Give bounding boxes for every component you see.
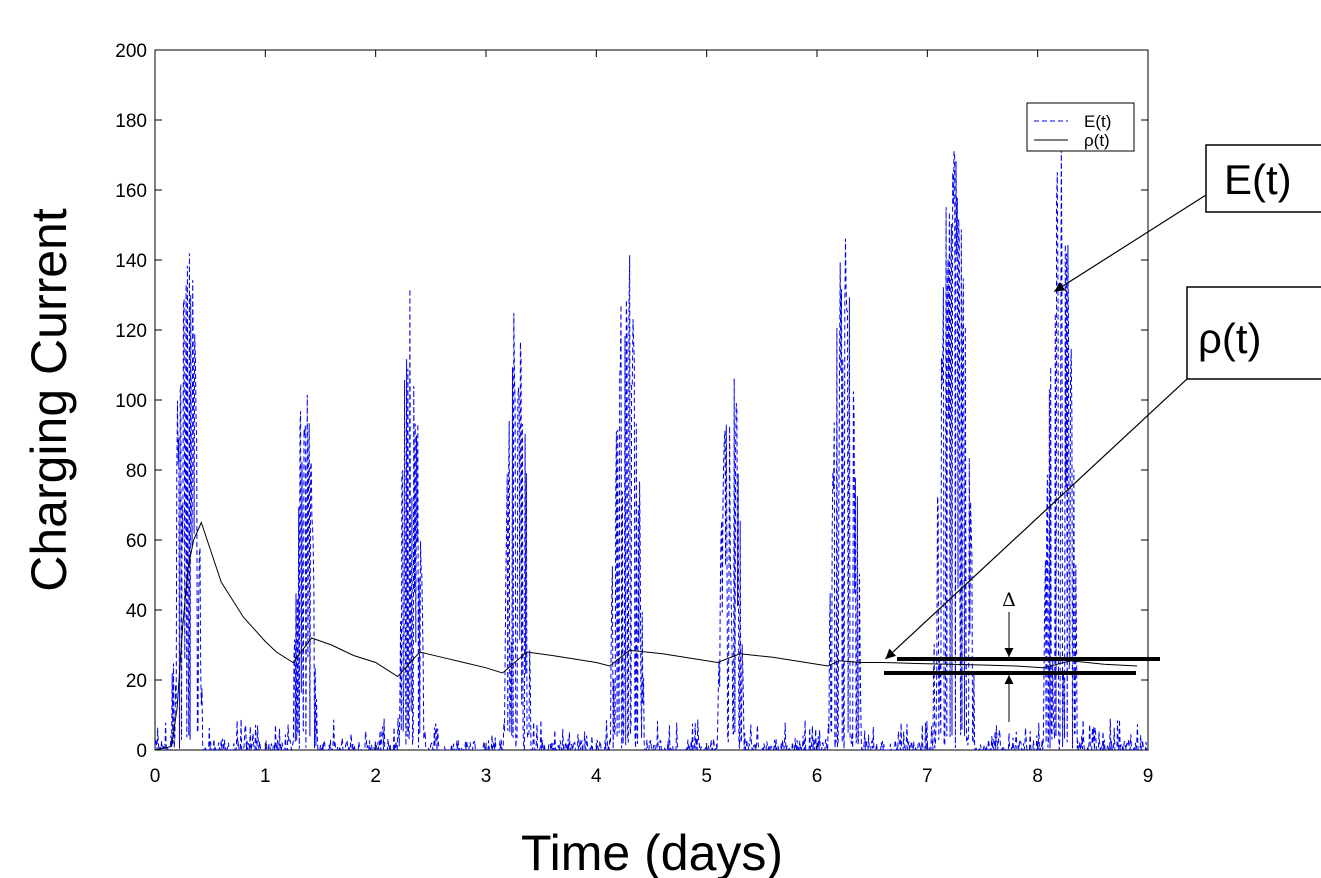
x-axis-title: Time (days) (521, 825, 783, 878)
y-tick-label: 100 (115, 391, 147, 412)
y-tick-label: 180 (115, 111, 147, 132)
y-tick-label: 80 (126, 461, 147, 482)
y-tick-label: 160 (115, 181, 147, 202)
callout-e-box (1205, 144, 1321, 213)
y-tick-label: 40 (126, 601, 147, 622)
y-axis-title: Charging Current (21, 208, 77, 592)
x-tick-label: 8 (1032, 766, 1043, 787)
y-tick-label: 20 (126, 671, 147, 692)
series-e-line (155, 145, 1148, 750)
legend-label-e: E(t) (1084, 112, 1111, 131)
series-rho-line (155, 521, 1138, 750)
x-tick-label: 0 (150, 766, 161, 787)
y-tick-label: 0 (136, 741, 147, 762)
y-tick-label: 60 (126, 531, 147, 552)
plot-area (154, 49, 1149, 751)
y-tick-label: 140 (115, 251, 147, 272)
x-tick-labels: 0 1 2 3 4 5 6 7 8 9 (150, 766, 1154, 787)
x-tick-label: 7 (922, 766, 933, 787)
legend-label-rho: ρ(t) (1084, 131, 1110, 150)
x-tick-label: 4 (591, 766, 602, 787)
x-tick-label: 3 (481, 766, 492, 787)
callout-e-arrow (1053, 194, 1207, 293)
y-tick-labels: 0 20 40 60 80 100 120 140 160 180 200 (115, 41, 147, 762)
y-tick-label: 120 (115, 321, 147, 342)
callout-rho-arrow (884, 378, 1188, 660)
x-tick-label: 6 (812, 766, 823, 787)
delta-indicator: Δ (884, 589, 1160, 722)
callout-rho-box (1186, 286, 1321, 380)
callout-e: E(t) (1053, 144, 1321, 293)
callout-rho: ρ(t) (884, 286, 1321, 660)
callout-e-label: E(t) (1224, 156, 1292, 203)
callout-rho-label: ρ(t) (1198, 315, 1262, 362)
legend: E(t) ρ(t) (1026, 102, 1135, 152)
delta-label: Δ (1002, 589, 1016, 611)
x-tick-label: 1 (260, 766, 271, 787)
x-tick-label: 2 (370, 766, 381, 787)
legend-box (1026, 102, 1135, 152)
x-tick-label: 5 (701, 766, 712, 787)
y-tick-label: 200 (115, 41, 147, 62)
x-tick-label: 9 (1143, 766, 1154, 787)
